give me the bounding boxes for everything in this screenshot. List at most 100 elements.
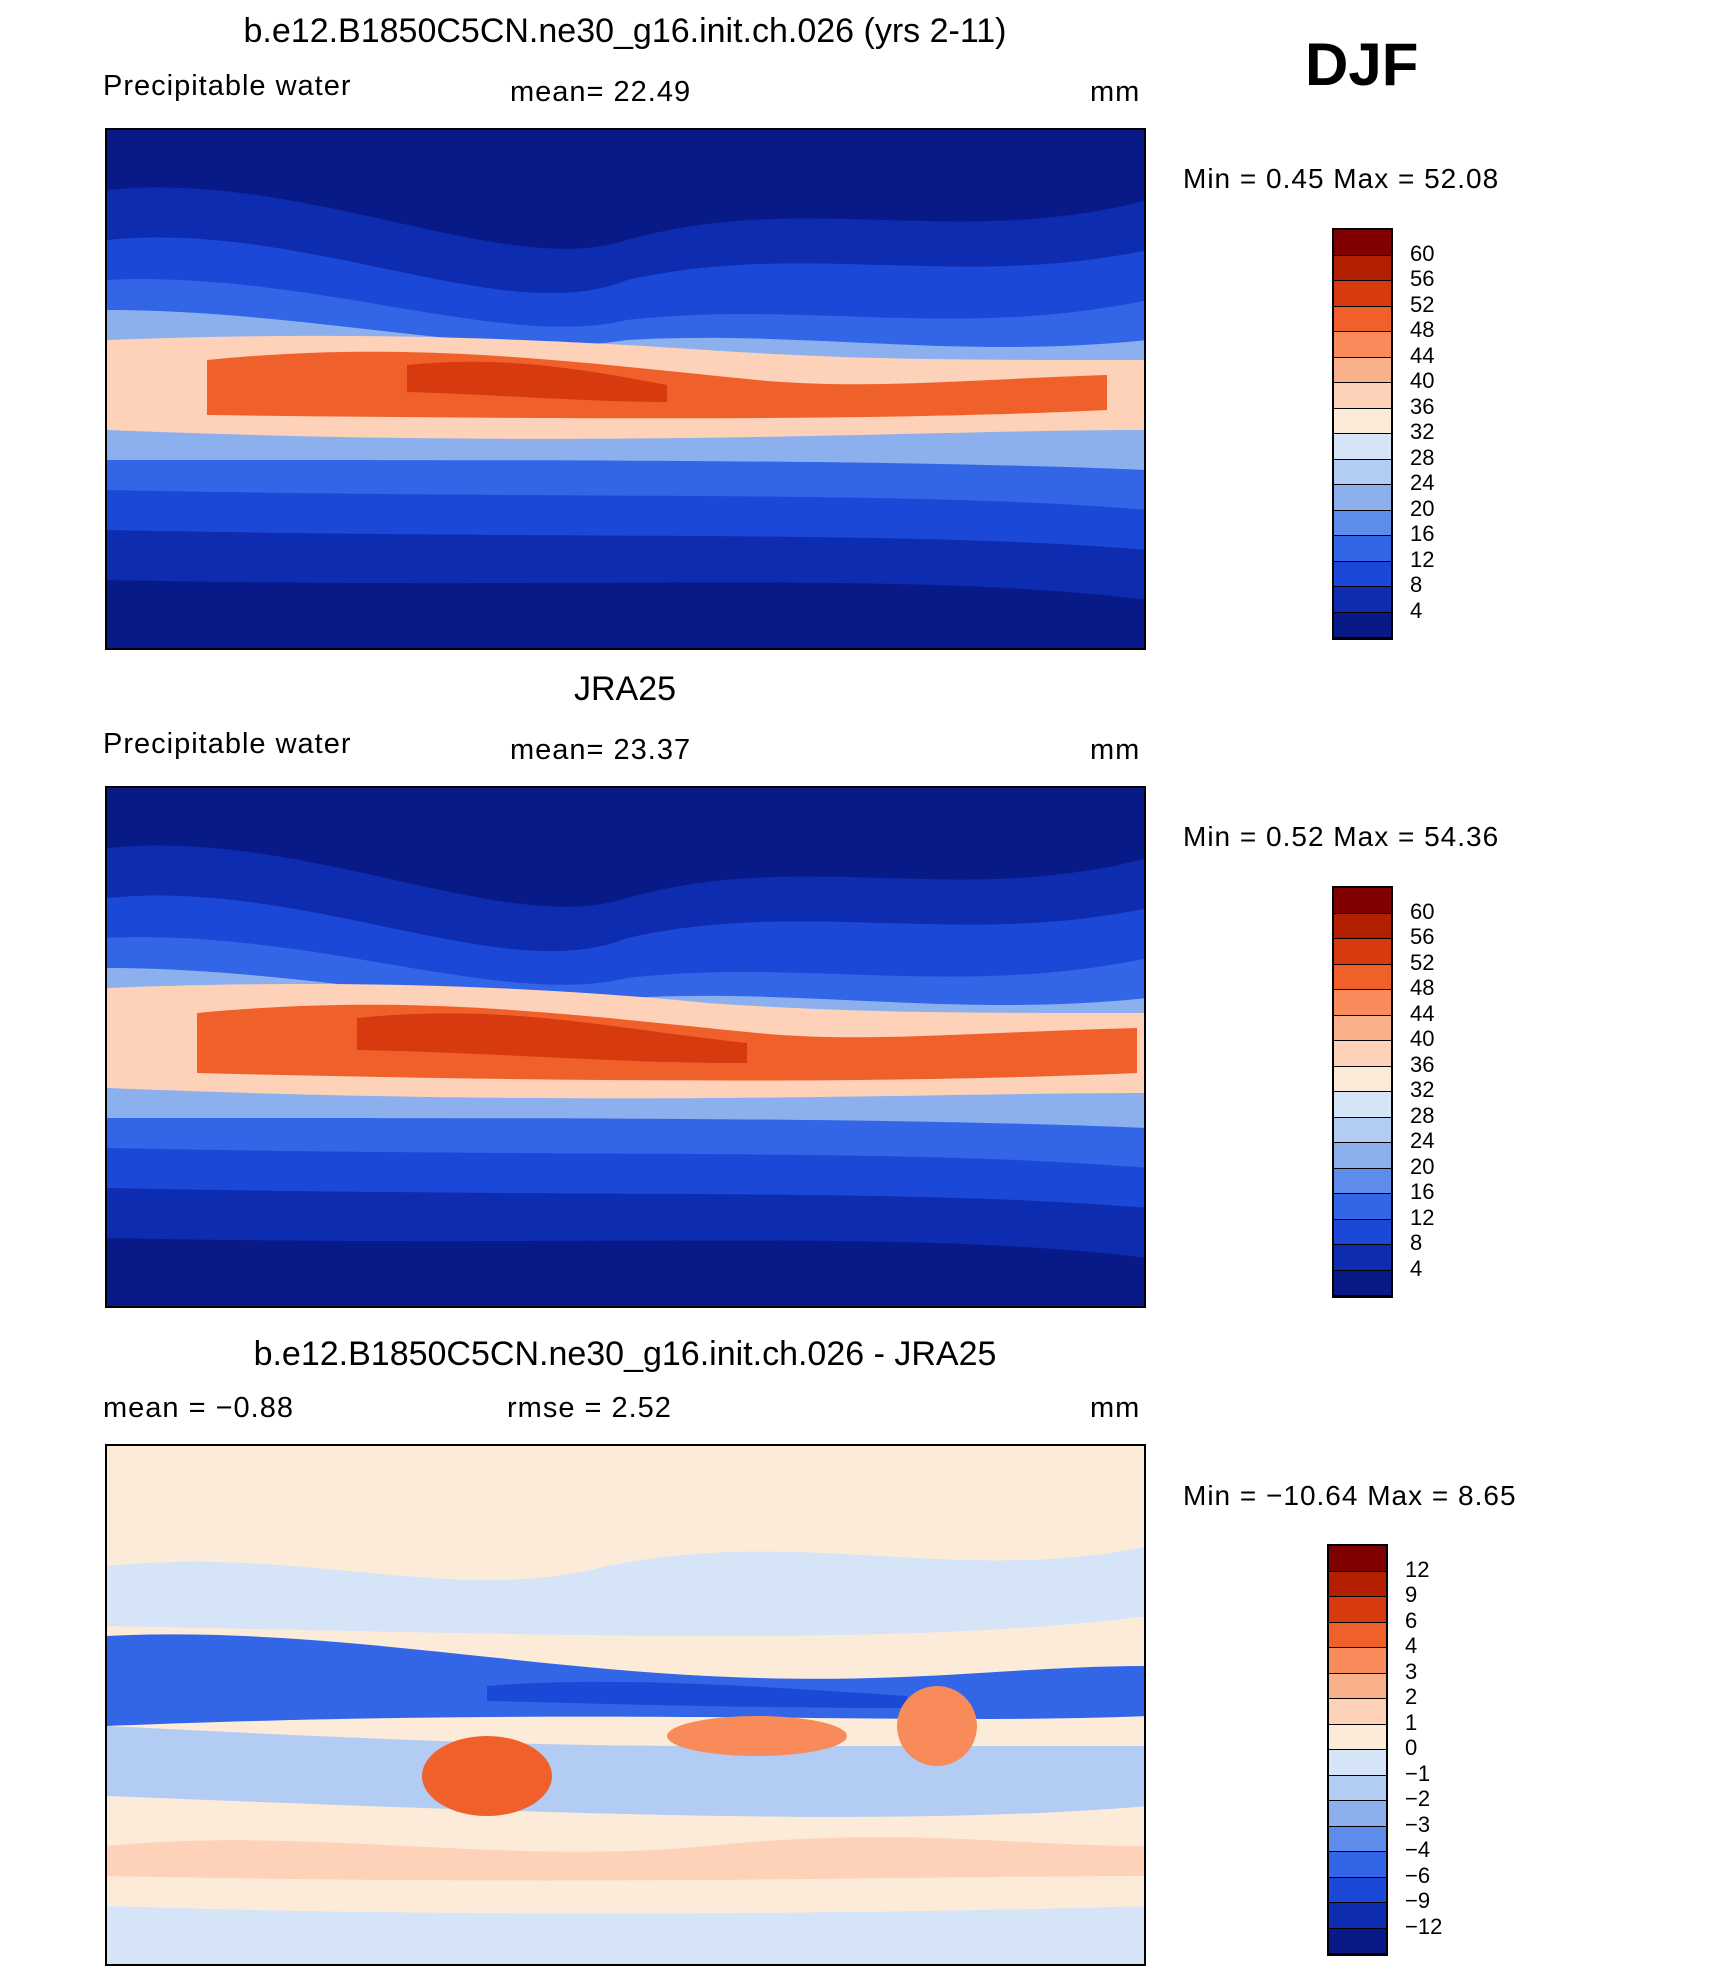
colorbar-tick-label: 12 (1405, 1556, 1430, 1582)
colorbar-tick-label: −1 (1405, 1760, 1431, 1786)
colorbar-swatch (1334, 536, 1391, 562)
colorbar-swatch (1334, 1092, 1391, 1118)
panel-title: b.e12.B1850C5CN.ne30_g16.init.ch.026 (yr… (243, 12, 1007, 50)
contour-map (105, 128, 1146, 650)
colorbar-swatch (1334, 939, 1391, 965)
colorbar-swatch (1334, 561, 1391, 587)
colorbar-swatch (1334, 1143, 1391, 1169)
colorbar (1332, 886, 1393, 1298)
variable-label: Precipitable water (103, 70, 352, 102)
colorbar-swatch (1334, 913, 1391, 939)
colorbar-tick-label: −4 (1405, 1837, 1431, 1862)
colorbar (1327, 1544, 1388, 1956)
mean-label: mean= 22.49 (510, 76, 692, 108)
colorbar-swatch (1334, 332, 1391, 358)
colorbar-swatch (1334, 1219, 1391, 1245)
panel-title: b.e12.B1850C5CN.ne30_g16.init.ch.026 - J… (253, 1335, 997, 1373)
colorbar-tick-label: 4 (1405, 1633, 1418, 1658)
colorbar-swatch (1329, 1877, 1386, 1903)
colorbar-swatch (1329, 1928, 1386, 1954)
colorbar-swatch (1329, 1775, 1386, 1801)
min-max-label: Min = 0.45 Max = 52.08 (1183, 163, 1500, 194)
colorbar-tick-label: 16 (1410, 1179, 1435, 1204)
rmse-label: rmse = 2.52 (507, 1392, 672, 1424)
colorbar-tick-label: 6 (1405, 1607, 1418, 1633)
colorbar (1332, 228, 1393, 640)
colorbar-swatch (1334, 485, 1391, 511)
colorbar-swatch (1334, 1015, 1391, 1041)
colorbar-swatch (1329, 1571, 1386, 1597)
colorbar-swatch (1334, 357, 1391, 383)
colorbar-swatch (1334, 459, 1391, 485)
colorbar-swatch (1329, 1724, 1386, 1750)
colorbar-tick-label: 2 (1405, 1684, 1418, 1709)
colorbar-tick-label: 4 (1410, 597, 1423, 623)
colorbar-swatch (1329, 1597, 1386, 1623)
units-label: mm (1090, 76, 1141, 108)
colorbar-tick-label: 20 (1410, 1153, 1435, 1179)
colorbar-tick-label: 48 (1410, 975, 1435, 1000)
colorbar-tick-label: −9 (1405, 1888, 1431, 1913)
colorbar-swatch (1334, 587, 1391, 613)
colorbar-tick-label: 1 (1405, 1709, 1418, 1735)
variable-label: Precipitable water (103, 728, 352, 760)
colorbar-swatch (1334, 255, 1391, 281)
colorbar-tick-label: 44 (1410, 342, 1435, 368)
colorbar-tick-label: −6 (1405, 1862, 1431, 1888)
colorbar-swatch (1334, 1041, 1391, 1067)
colorbar-tick-label: 8 (1410, 572, 1423, 597)
colorbar-tick-label: 0 (1405, 1735, 1418, 1760)
colorbar-swatch (1334, 888, 1391, 914)
colorbar-tick-label: 40 (1410, 368, 1435, 393)
season-label: DJF (1305, 31, 1419, 98)
mean-label: mean= 23.37 (510, 734, 692, 766)
colorbar-tick-label: 52 (1410, 291, 1435, 317)
colorbar-swatch (1334, 1194, 1391, 1220)
map-svg (107, 788, 1144, 1306)
colorbar-tick-label: 48 (1410, 317, 1435, 342)
colorbar-tick-label: 60 (1410, 240, 1435, 266)
colorbar-tick-label: 28 (1410, 1102, 1435, 1128)
colorbar-tick-label: 20 (1410, 495, 1435, 521)
colorbar-swatch (1334, 1245, 1391, 1271)
colorbar-swatch (1329, 1826, 1386, 1852)
colorbar-tick-label: 3 (1405, 1658, 1418, 1684)
colorbar-tick-label: 52 (1410, 949, 1435, 975)
colorbar-tick-label: −12 (1405, 1913, 1443, 1939)
colorbar-tick-label: 12 (1410, 1204, 1435, 1230)
colorbar-swatch (1334, 434, 1391, 460)
colorbar-swatch (1329, 1801, 1386, 1827)
colorbar-tick-label: 32 (1410, 419, 1435, 444)
colorbar-swatch (1334, 383, 1391, 409)
colorbar-tick-label: 32 (1410, 1077, 1435, 1102)
contour-map (105, 1444, 1146, 1966)
colorbar-tick-label: 56 (1410, 924, 1435, 949)
min-max-label: Min = −10.64 Max = 8.65 (1183, 1480, 1517, 1511)
colorbar-swatch (1334, 1066, 1391, 1092)
mean-label: mean = −0.88 (103, 1392, 294, 1424)
panel-title: JRA25 (573, 670, 677, 708)
colorbar-swatch (1329, 1699, 1386, 1725)
colorbar-tick-label: 12 (1410, 546, 1435, 572)
colorbar-tick-label: −3 (1405, 1811, 1431, 1837)
map-svg (107, 1446, 1144, 1964)
colorbar-swatch (1334, 1168, 1391, 1194)
colorbar-tick-label: 16 (1410, 521, 1435, 546)
units-label: mm (1090, 1392, 1141, 1424)
colorbar-swatch (1329, 1673, 1386, 1699)
units-label: mm (1090, 734, 1141, 766)
colorbar-swatch (1329, 1903, 1386, 1929)
colorbar-swatch (1329, 1546, 1386, 1572)
colorbar-tick-label: 28 (1410, 444, 1435, 470)
colorbar-swatch (1334, 1117, 1391, 1143)
colorbar-tick-label: 8 (1410, 1230, 1423, 1255)
colorbar-tick-label: 24 (1410, 1128, 1435, 1153)
colorbar-swatch (1334, 1270, 1391, 1296)
colorbar-tick-label: 4 (1410, 1255, 1423, 1281)
colorbar-swatch (1334, 230, 1391, 256)
colorbar-swatch (1329, 1622, 1386, 1648)
map-svg (107, 130, 1144, 648)
colorbar-tick-label: 24 (1410, 470, 1435, 495)
colorbar-tick-label: 9 (1405, 1582, 1418, 1607)
colorbar-swatch (1334, 964, 1391, 990)
